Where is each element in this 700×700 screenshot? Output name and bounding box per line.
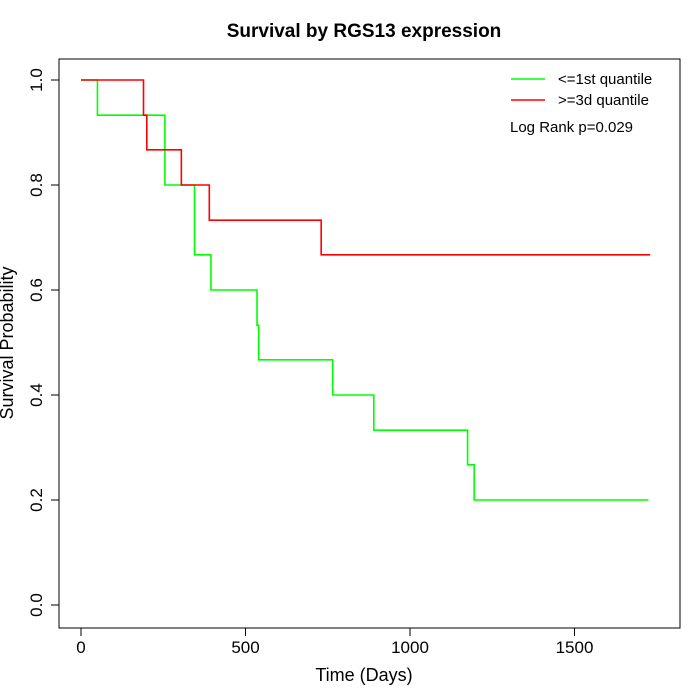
y-axis: 0.0 0.2 0.4 0.6 0.8 1.0	[27, 68, 60, 617]
y-axis-label: Survival Probability	[0, 266, 17, 419]
y-tick-label: 0.6	[27, 278, 46, 302]
survival-curve-2	[81, 79, 651, 256]
series-layer	[81, 79, 651, 501]
plot-frame	[58, 58, 681, 629]
x-tick-label: 1000	[391, 638, 429, 657]
survival-curve-1	[81, 79, 649, 501]
y-tick-label: 0.2	[27, 488, 46, 512]
x-tick-label: 0	[76, 638, 85, 657]
x-axis: 0 500 1000 1500	[76, 627, 594, 657]
y-tick-label: 0.4	[27, 383, 46, 407]
legend-label: <=1st quantile	[558, 71, 652, 88]
x-tick-label: 1500	[556, 638, 594, 657]
y-tick-label: 0.8	[27, 173, 46, 197]
y-tick-label: 1.0	[27, 68, 46, 92]
legend-label: >=3d quantile	[558, 92, 649, 109]
y-tick-label: 0.0	[27, 593, 46, 617]
legend: <=1st quantile >=3d quantile	[511, 71, 652, 109]
log-rank-annotation: Log Rank p=0.029	[510, 119, 633, 136]
chart-title: Survival by RGS13 expression	[227, 21, 502, 42]
x-axis-label: Time (Days)	[315, 665, 412, 685]
x-tick-label: 500	[231, 638, 259, 657]
